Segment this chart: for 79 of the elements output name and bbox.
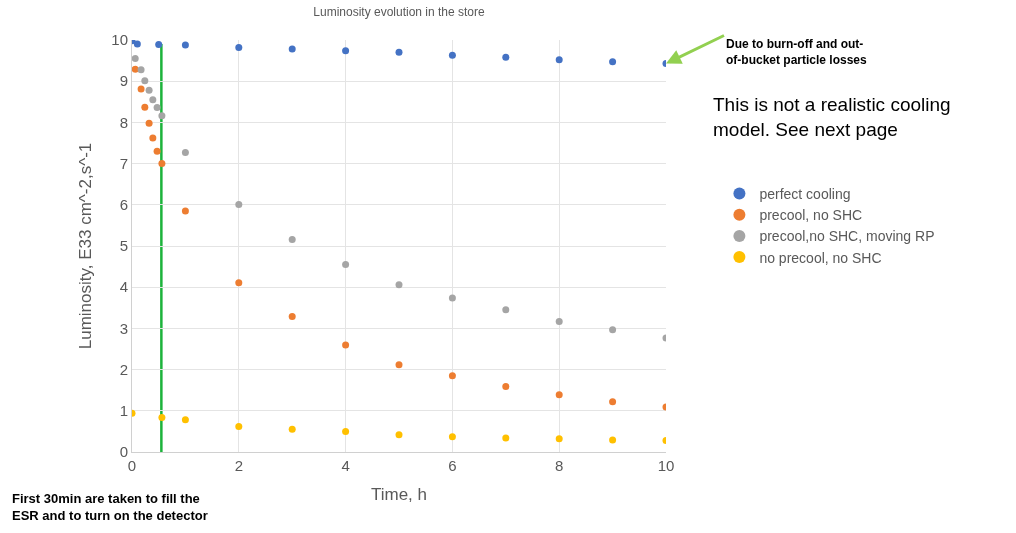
y-tick-label: 2 [119,360,128,378]
point [609,326,617,334]
y-tick-label: 7 [119,154,128,172]
point [395,281,403,289]
point [145,86,153,94]
point [133,40,141,48]
point [141,77,149,85]
text: First 30min are taken to fill the ESR and to turn on the detector [12,491,208,523]
point [342,261,350,269]
legend-label: no precool, no SHC [759,249,882,266]
point [181,41,189,49]
point [448,372,456,380]
x-tick-label: 8 [555,457,564,474]
y-tick-label: 5 [119,237,128,255]
point [235,279,243,287]
chart-title: Luminosity evolution in the store [313,5,486,20]
point [502,53,510,61]
point [145,119,153,127]
point [288,425,296,433]
point [132,65,139,73]
point [342,427,350,435]
point [153,147,161,155]
point [158,112,166,120]
y-tick-label: 4 [119,278,128,296]
point [235,200,243,208]
x-tick-label: 6 [448,457,457,474]
annotation: Due to burn-off and out- of-bucket particle losses [726,37,868,67]
point [555,56,563,64]
point [158,413,166,421]
point [395,48,403,56]
point [342,341,350,349]
point [235,43,243,51]
point [181,207,189,215]
legend-label: perfect cooling [759,185,851,202]
point [555,435,563,443]
point [149,96,157,104]
point [448,433,456,441]
point [448,294,456,302]
point [235,422,243,430]
y-tick-label: 3 [119,319,128,337]
point [288,45,296,53]
point [555,391,563,399]
point [288,312,296,320]
legend-label: precool, no SHC [759,207,863,224]
point [609,436,617,444]
y-tick-label: 10 [111,31,128,49]
point [132,55,139,63]
x-tick-label: 2 [234,457,243,474]
y-tick-label: 1 [119,402,128,420]
point [502,306,510,314]
point [181,148,189,156]
text: This is not a realistic cooling model. See next page [713,94,951,140]
point [555,317,563,325]
x-tick-label: 4 [341,457,350,474]
y-axis-title: Luminosity, E33 cm^-2,s^-1 [75,142,95,350]
point [153,104,161,112]
y-tick-label: 9 [119,72,128,90]
point [181,416,189,424]
y-tick-label: 8 [119,113,128,131]
point [395,361,403,369]
legend-label: precool,no SHC, moving RP [759,228,935,245]
x-axis-title: Time, h [370,485,428,505]
point [502,434,510,442]
y-tick-label: 6 [119,196,128,214]
point [137,85,145,93]
point [395,431,403,439]
point [158,160,166,168]
point [141,103,149,111]
point [502,382,510,390]
point [155,41,163,49]
x-tick-label: 10 [657,457,675,474]
point [149,134,157,142]
point [342,47,350,55]
point [288,235,296,243]
y-tick-label: 0 [119,443,128,461]
point [609,58,617,66]
point [137,66,145,74]
point [609,398,617,406]
point [448,51,456,59]
